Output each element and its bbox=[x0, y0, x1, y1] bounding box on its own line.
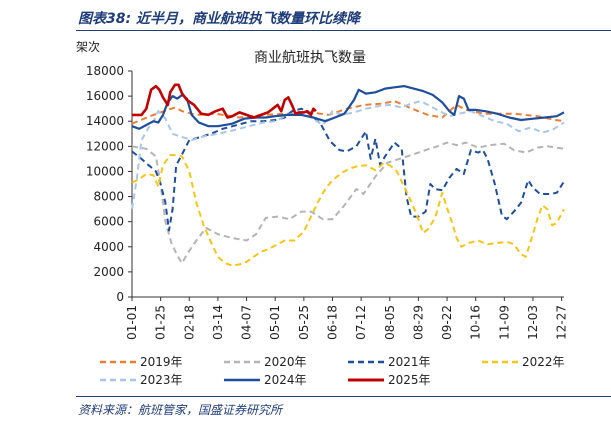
legend-label-1: 2019年 bbox=[140, 355, 183, 369]
x-tick-label: 09-22 bbox=[440, 305, 454, 340]
top-rule bbox=[76, 30, 611, 31]
y-tick-label: 18000 bbox=[86, 64, 124, 78]
y-tick-labels: 0 2000 4000 6000 8000 10000 12000 14000 16000 180… bbox=[86, 64, 124, 304]
source-note: 资料来源：航班管家，国盛证券研究所 bbox=[78, 403, 283, 417]
series-line-4 bbox=[131, 154, 565, 267]
series-line-2 bbox=[131, 141, 565, 265]
y-tick-label: 6000 bbox=[93, 215, 124, 229]
y-tick-label: 2000 bbox=[93, 265, 124, 279]
x-tick-label: 05-01 bbox=[268, 305, 282, 340]
x-tick-label: 12-03 bbox=[526, 305, 540, 340]
x-tick-label: 01-01 bbox=[125, 305, 139, 340]
y-tick-label: 16000 bbox=[86, 89, 124, 103]
series-line-7 bbox=[132, 83, 317, 119]
series-line-3 bbox=[131, 107, 565, 232]
series-line-6 bbox=[131, 85, 565, 130]
y-tick-label: 8000 bbox=[93, 190, 124, 204]
legend-label-5: 2023年 bbox=[140, 373, 183, 387]
y-tick-label: 14000 bbox=[86, 114, 124, 128]
y-tick-label: 4000 bbox=[93, 240, 124, 254]
x-tick-label: 01-25 bbox=[154, 305, 168, 340]
y-tick-label: 0 bbox=[116, 290, 124, 304]
chart-axes bbox=[128, 70, 564, 301]
series-line-1 bbox=[131, 100, 565, 125]
x-tick-label: 04-07 bbox=[240, 305, 254, 340]
y-tick-label: 10000 bbox=[86, 164, 124, 178]
legend-label-3: 2021年 bbox=[388, 355, 431, 369]
bottom-rule bbox=[76, 396, 611, 397]
x-tick-label: 11-09 bbox=[497, 305, 511, 340]
x-tick-label: 05-25 bbox=[297, 305, 311, 340]
series-line-5 bbox=[131, 100, 565, 210]
x-tick-label: 06-18 bbox=[325, 305, 339, 340]
x-tick-label: 10-16 bbox=[469, 305, 483, 340]
x-tick-label: 07-12 bbox=[354, 305, 368, 340]
x-tick-label: 08-29 bbox=[411, 305, 425, 340]
y-axis-label: 架次 bbox=[76, 40, 100, 54]
x-tick-label: 12-27 bbox=[555, 305, 569, 340]
legend-label-6: 2024年 bbox=[264, 373, 307, 387]
legend-label-4: 2022年 bbox=[522, 355, 565, 369]
figure-title: 图表38: 近半月，商业航班执飞数量环比续降 bbox=[78, 11, 360, 27]
x-tick-label: 03-14 bbox=[211, 305, 225, 340]
chart-title: 商业航班执飞数量 bbox=[254, 50, 366, 66]
legend: 2019年 2020年 2021年 2022年 2023年 2024年 2025年 bbox=[100, 355, 565, 387]
y-tick-label: 12000 bbox=[86, 139, 124, 153]
legend-label-2: 2020年 bbox=[264, 355, 307, 369]
series-lines bbox=[131, 83, 565, 267]
x-tick-label: 08-05 bbox=[383, 305, 397, 340]
legend-label-7: 2025年 bbox=[388, 373, 431, 387]
x-tick-labels: 01-01 01-25 02-18 03-14 04-07 05-01 05-25 06-18… bbox=[125, 305, 569, 340]
x-tick-label: 02-18 bbox=[182, 305, 196, 340]
